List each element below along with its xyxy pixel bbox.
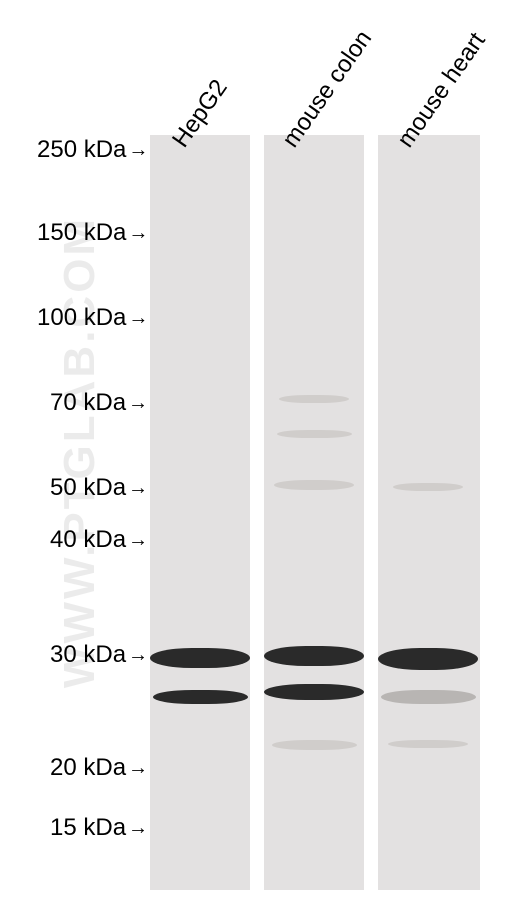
arrow-right-icon: →	[128, 644, 148, 667]
mw-marker-label: 50 kDa	[50, 474, 126, 502]
arrow-right-icon: →	[128, 817, 148, 840]
blot-band	[264, 646, 364, 666]
figure-container: HepG2mouse colonmouse heart 250 kDa→150 …	[0, 0, 510, 903]
blot-band	[381, 690, 476, 704]
mw-marker-label: 40 kDa	[50, 526, 126, 554]
blot-band	[378, 648, 478, 670]
arrow-right-icon: →	[128, 757, 148, 780]
mw-marker-label: 15 kDa	[50, 814, 126, 842]
mw-marker-label: 150 kDa	[37, 219, 126, 247]
mw-marker-label: 70 kDa	[50, 389, 126, 417]
mw-marker: 40 kDa→	[50, 526, 148, 554]
blot-band	[153, 690, 248, 704]
arrow-right-icon: →	[128, 477, 148, 500]
arrow-right-icon: →	[128, 139, 148, 162]
mw-marker: 100 kDa→	[37, 304, 148, 332]
mw-marker-label: 20 kDa	[50, 754, 126, 782]
mw-marker: 30 kDa→	[50, 641, 148, 669]
blot-band	[274, 480, 354, 490]
mw-marker-label: 30 kDa	[50, 641, 126, 669]
mw-marker: 70 kDa→	[50, 389, 148, 417]
mw-marker: 20 kDa→	[50, 754, 148, 782]
blot-band	[388, 740, 468, 748]
blot-band	[150, 648, 250, 668]
mw-marker: 150 kDa→	[37, 219, 148, 247]
mw-marker-label: 100 kDa	[37, 304, 126, 332]
blot-band	[264, 684, 364, 700]
mw-marker: 250 kDa→	[37, 136, 148, 164]
mw-marker-label: 250 kDa	[37, 136, 126, 164]
arrow-right-icon: →	[128, 529, 148, 552]
lane-label: mouse colon	[277, 25, 378, 153]
western-blot-membrane	[150, 135, 480, 890]
mw-marker: 15 kDa→	[50, 814, 148, 842]
mw-marker: 50 kDa→	[50, 474, 148, 502]
blot-band	[279, 395, 349, 403]
blot-band	[277, 430, 352, 438]
blot-band	[393, 483, 463, 491]
arrow-right-icon: →	[128, 392, 148, 415]
lane-gap	[364, 135, 378, 890]
arrow-right-icon: →	[128, 222, 148, 245]
blot-band	[272, 740, 357, 750]
lane-gap	[250, 135, 264, 890]
watermark-text: WWW.PTGLAB.COM	[55, 215, 105, 687]
arrow-right-icon: →	[128, 307, 148, 330]
